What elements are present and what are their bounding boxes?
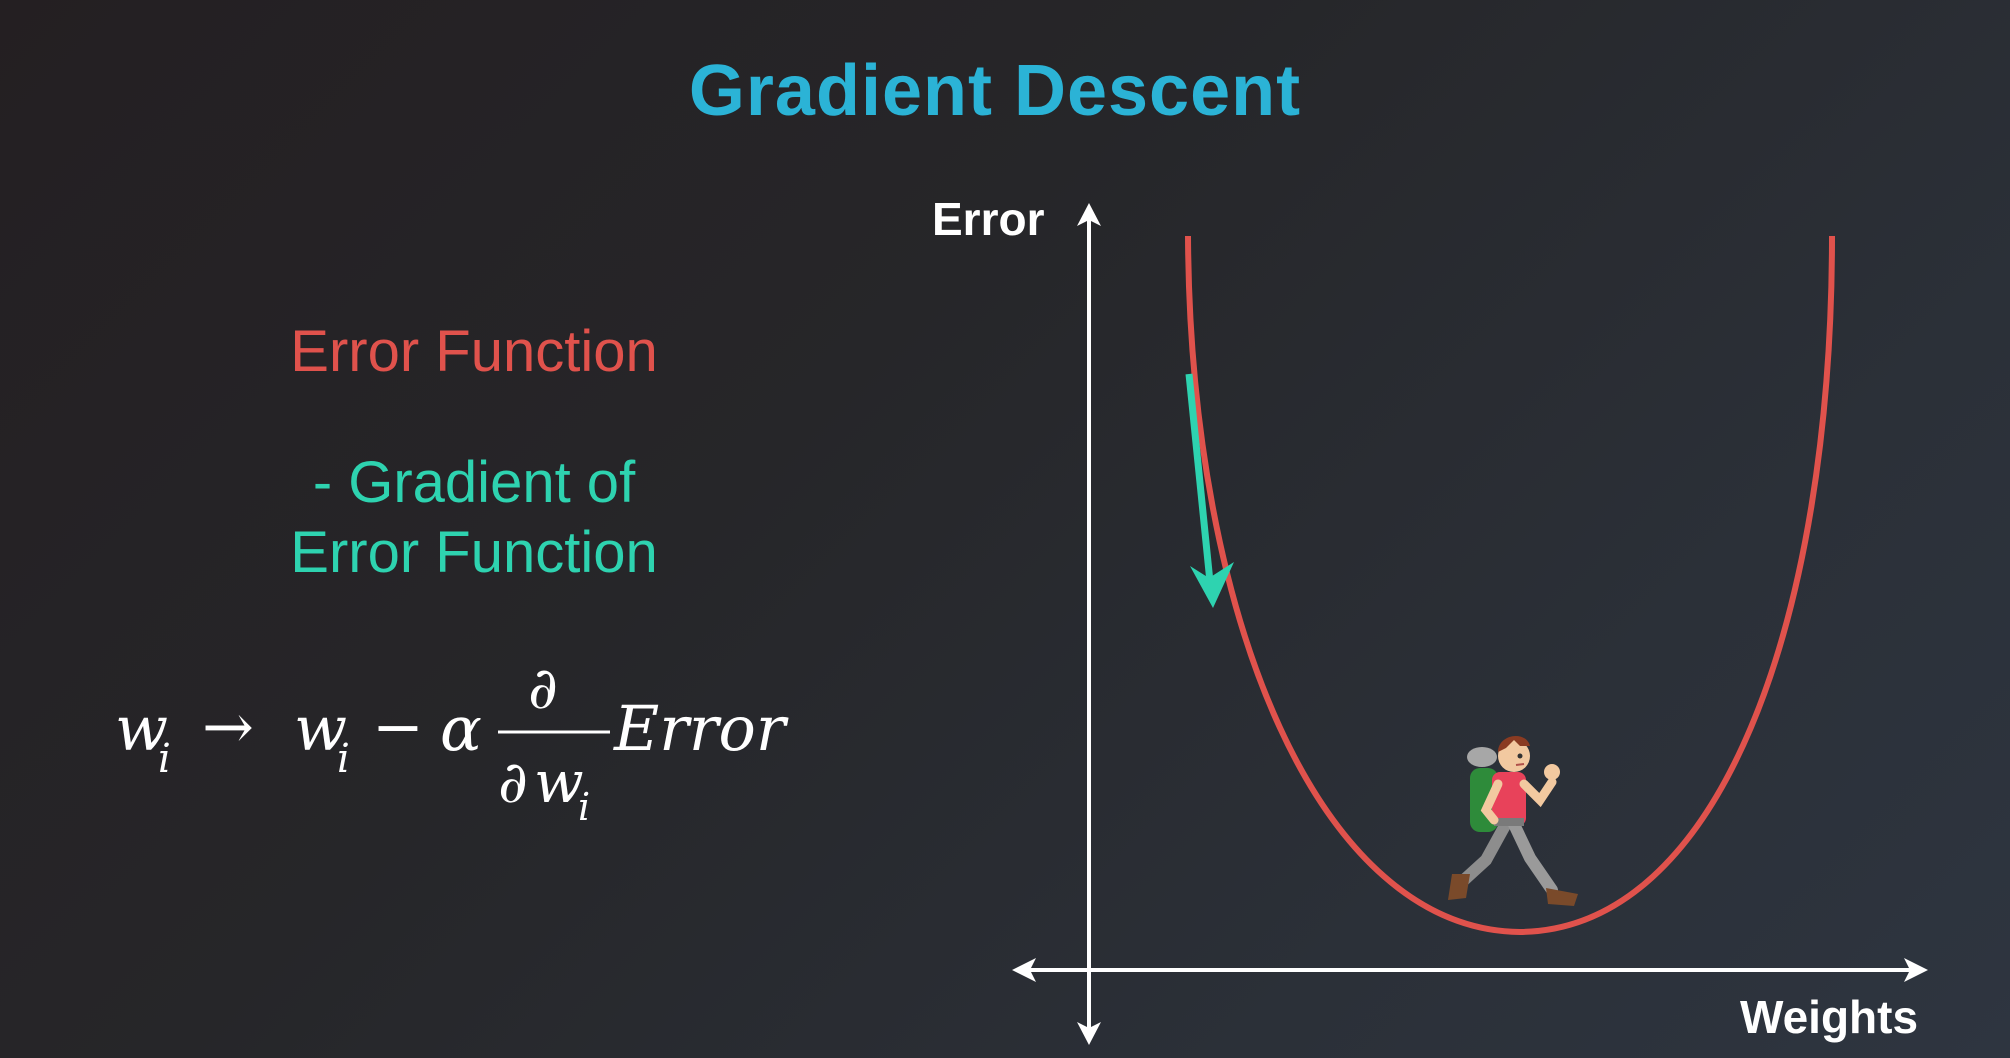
formula-partial-top: ∂ xyxy=(528,654,558,722)
formula-arrow: → xyxy=(202,690,254,763)
formula-alpha: α xyxy=(440,692,482,765)
formula-subscript-i-denominator: i xyxy=(578,785,590,829)
y-axis-label: Error xyxy=(932,193,1045,245)
formula-w-left: w xyxy=(115,692,168,765)
formula-partial-bottom: ∂ xyxy=(498,748,528,816)
update-rule-formula: w i → w i − α ∂ ∂ w i Error xyxy=(115,654,789,829)
negative-gradient-line-1: - Gradient of xyxy=(312,450,636,515)
slide-title: Gradient Descent xyxy=(688,51,1302,131)
x-axis-arrow-right xyxy=(1904,958,1928,982)
gradient-arrow-head xyxy=(1190,562,1234,608)
error-function-label: Error Function xyxy=(290,319,658,384)
formula-w-denominator: w xyxy=(534,748,584,816)
x-axis-label: Weights xyxy=(1740,991,1919,1043)
y-axis-arrow-top xyxy=(1077,203,1101,226)
y-axis-arrow-bottom xyxy=(1077,1022,1101,1045)
negative-gradient-label: - Gradient of Error Function xyxy=(200,448,748,588)
formula-minus: − xyxy=(372,690,424,763)
hiker-icon xyxy=(1448,735,1578,906)
error-curve xyxy=(1185,235,1835,936)
negative-gradient-line-2: Error Function xyxy=(290,520,658,585)
formula-error: Error xyxy=(613,692,789,765)
gradient-arrow-shaft xyxy=(1185,373,1214,583)
x-axis-arrow-left xyxy=(1012,958,1036,982)
formula-w-right: w xyxy=(294,692,347,765)
formula-subscript-i-left: i xyxy=(158,736,171,782)
formula-subscript-i-right: i xyxy=(337,736,350,782)
